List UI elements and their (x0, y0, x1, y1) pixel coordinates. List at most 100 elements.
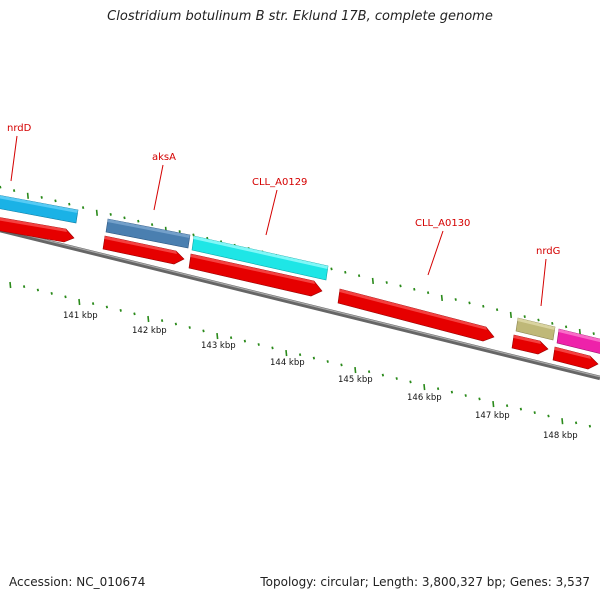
map-title: Clostridium botulinum B str. Eklund 17B,… (107, 9, 493, 24)
minor-tick (36, 288, 40, 292)
leader-nrdG (540, 258, 547, 307)
minor-tick (50, 291, 53, 295)
minor-tick (357, 274, 361, 278)
minor-tick (40, 195, 43, 199)
minor-tick (381, 373, 385, 377)
major-tick (561, 418, 564, 425)
minor-tick (426, 291, 430, 295)
minor-tick (551, 321, 554, 325)
major-tick (354, 367, 357, 374)
minor-tick (367, 370, 371, 374)
leader-CLL_A0129 (265, 189, 278, 236)
minor-tick (188, 326, 191, 329)
minor-tick (150, 223, 154, 227)
cds-arrow-6[interactable] (552, 346, 599, 370)
minor-tick (454, 298, 457, 301)
genome-backbone-highlight (0, 228, 600, 378)
accession-text: Accession: NC_010674 (9, 575, 146, 589)
leader-nrdD (10, 135, 18, 182)
minor-tick (174, 322, 178, 326)
minor-tick (312, 356, 316, 360)
gene-label-nrdG: nrdG (536, 246, 560, 257)
genome-summary-text: Topology: circular; Length: 3,800,327 bp… (260, 575, 590, 589)
scale-label-143: 143 kbp (201, 341, 236, 351)
minor-tick (395, 377, 398, 380)
major-tick (147, 315, 150, 323)
major-tick (423, 384, 426, 391)
major-tick (78, 298, 81, 306)
major-tick (371, 277, 374, 284)
minor-tick (478, 397, 481, 401)
cds-arrow-5[interactable] (511, 334, 549, 355)
cds-arrow-3[interactable] (188, 253, 323, 297)
minor-tick (54, 199, 57, 203)
major-tick (26, 192, 29, 199)
minor-tick (119, 308, 122, 312)
minor-tick (385, 281, 388, 284)
minor-tick (243, 339, 247, 343)
minor-tick (109, 212, 112, 216)
minor-tick (592, 332, 595, 336)
gene-aksA-feature[interactable] (105, 218, 191, 249)
minor-tick (229, 336, 233, 340)
gene-CLL_A0130-feature[interactable] (337, 288, 495, 342)
major-tick (285, 350, 288, 357)
leader-CLL_A0130 (427, 230, 444, 276)
minor-tick (523, 315, 526, 319)
minor-tick (482, 304, 485, 308)
minor-tick (574, 421, 578, 425)
minor-tick (326, 360, 329, 363)
gene-nrdD-feature[interactable] (0, 195, 79, 224)
genome-backbone (0, 227, 600, 381)
gene-nrdG-feature[interactable] (515, 317, 556, 341)
gene-CLL_A0129-feature[interactable] (191, 235, 329, 281)
major-tick (95, 209, 98, 216)
gene-label-CLL_A0130: CLL_A0130 (415, 218, 470, 229)
minor-tick (340, 363, 343, 367)
minor-tick (81, 206, 85, 210)
cds-arrow-1[interactable] (0, 217, 75, 243)
minor-tick (257, 343, 260, 346)
major-tick (440, 294, 443, 301)
minor-tick (450, 390, 454, 394)
scale-label-144: 144 kbp (270, 358, 305, 368)
minor-tick (137, 219, 140, 223)
minor-tick (178, 230, 181, 233)
gene-label-aksA: aksA (152, 152, 176, 163)
cds-arrow-2[interactable] (102, 235, 185, 265)
minor-tick (160, 319, 164, 323)
gene-label-nrdD: nrdD (7, 123, 32, 134)
minor-tick (64, 295, 67, 299)
minor-tick (588, 424, 592, 428)
minor-tick (495, 308, 499, 312)
minor-tick (537, 318, 540, 322)
major-tick (9, 281, 12, 289)
minor-tick (330, 267, 333, 271)
leader-aksA (153, 164, 164, 211)
minor-tick (519, 407, 523, 411)
minor-tick (105, 305, 109, 309)
minor-tick (68, 202, 71, 206)
gene-unnamed-feature[interactable] (556, 328, 600, 354)
scale-label-148: 148 kbp (543, 431, 578, 441)
scale-label-141: 141 kbp (63, 311, 98, 321)
minor-tick (271, 346, 274, 350)
minor-tick (468, 301, 471, 305)
minor-tick (533, 411, 536, 415)
major-tick (509, 311, 512, 318)
gene-label-CLL_A0129: CLL_A0129 (252, 177, 307, 188)
minor-tick (0, 185, 2, 189)
minor-tick (413, 287, 416, 291)
minor-tick (133, 312, 136, 316)
inner-tick-row (9, 281, 592, 428)
minor-tick (192, 233, 195, 237)
minor-tick (399, 284, 402, 288)
minor-tick (464, 394, 467, 397)
minor-tick (202, 329, 205, 333)
scale-label-146: 146 kbp (407, 393, 442, 403)
scale-label-145: 145 kbp (338, 375, 373, 385)
major-tick (216, 333, 219, 340)
minor-tick (505, 404, 509, 408)
minor-tick (564, 325, 568, 329)
